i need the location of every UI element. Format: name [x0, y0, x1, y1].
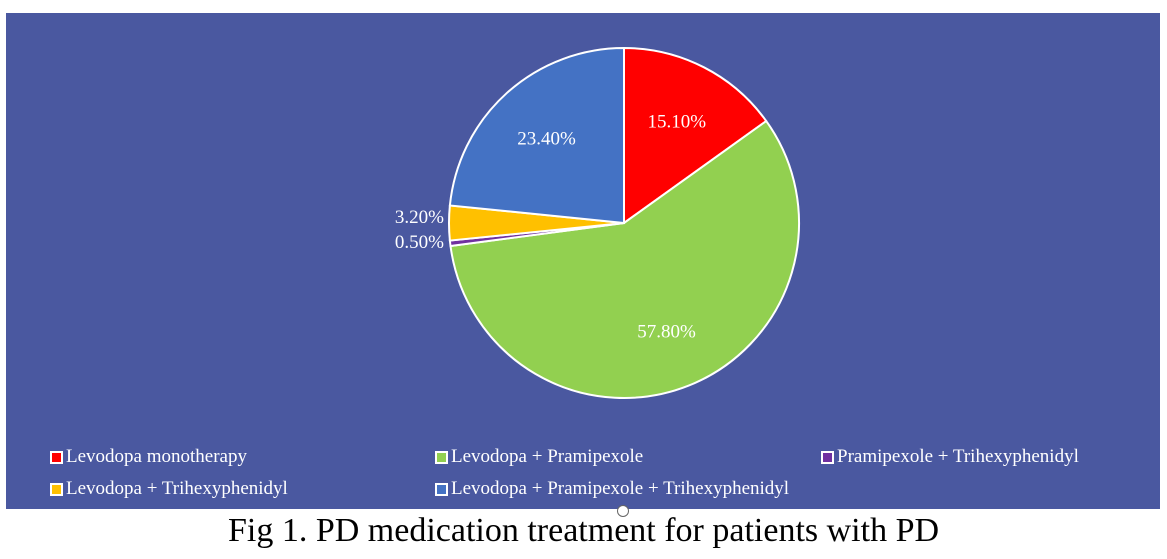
chart-area: 15.10% 57.80% 0.50% 3.20% 23.40% Levodopa mo… — [6, 13, 1160, 509]
legend-swatch — [435, 482, 448, 496]
legend-swatch — [821, 450, 834, 464]
legend-label: Levodopa + Pramipexole + Trihexyphenidyl — [451, 478, 790, 499]
slice-data-label: 3.20% — [395, 207, 444, 228]
legend-swatch — [50, 482, 63, 496]
pie-slice — [449, 119, 800, 399]
pie-slice — [623, 46, 768, 225]
legend-label: Levodopa + Pramipexole — [451, 446, 644, 467]
slice-data-label: 23.40% — [517, 128, 576, 149]
legend-label: Levodopa + Trihexyphenidyl — [66, 478, 288, 499]
slice-data-label: 0.50% — [395, 232, 444, 253]
legend-item: Levodopa monotherapy — [50, 446, 247, 468]
pie-slice — [448, 46, 625, 225]
pie-chart: 15.10% 57.80% 0.50% 3.20% 23.40% — [395, 46, 800, 399]
legend-label: Pramipexole + Trihexyphenidyl — [837, 446, 1079, 467]
legend-swatch — [435, 450, 448, 464]
legend-item: Levodopa + Trihexyphenidyl — [50, 478, 288, 500]
resize-handle-icon[interactable] — [617, 505, 629, 517]
legend-item: Pramipexole + Trihexyphenidyl — [821, 446, 1079, 468]
legend-item: Levodopa + Pramipexole + Trihexyphenidyl — [435, 478, 789, 500]
legend-swatch — [50, 450, 63, 464]
legend-item: Levodopa + Pramipexole — [435, 446, 643, 468]
legend-label: Levodopa monotherapy — [66, 446, 247, 467]
slice-data-label: 15.10% — [647, 111, 706, 132]
slice-data-label: 57.80% — [637, 321, 696, 342]
legend: Levodopa monotherapy Levodopa + Pramipex… — [6, 13, 1160, 509]
figure-caption: Fig 1. PD medication treatment for patie… — [227, 512, 940, 549]
